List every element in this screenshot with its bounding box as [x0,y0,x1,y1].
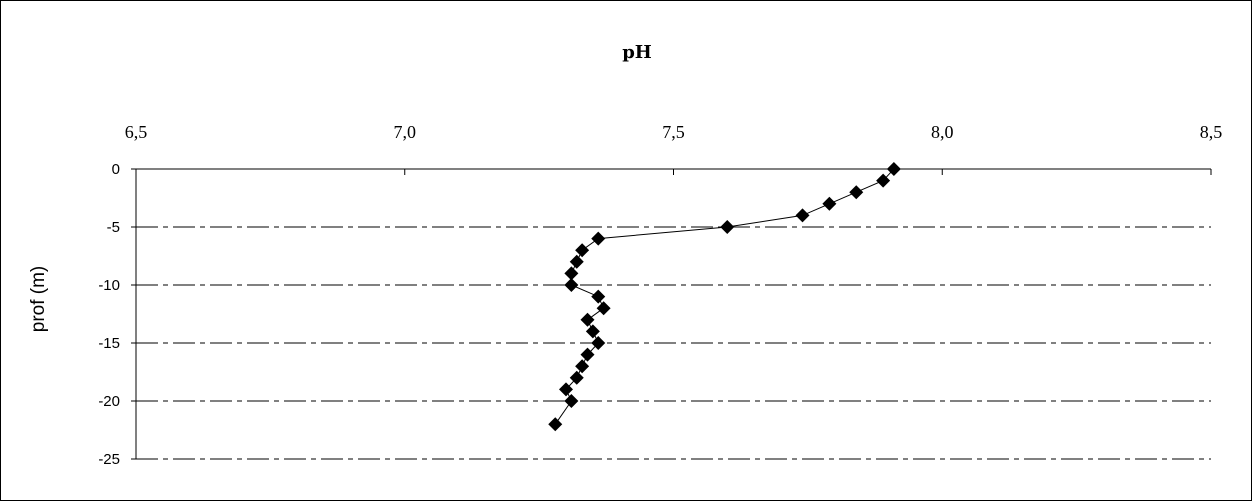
data-point [591,289,606,304]
data-point [596,301,611,316]
y-tick-label: -5 [107,219,120,236]
y-axis-ticks: 0 -5 -10 -15 -20 -25 [98,161,136,468]
chart-title: pH [622,42,652,63]
data-point [591,336,606,350]
y-axis-label: prof (m) [28,266,49,333]
data-point [575,243,590,258]
data-point [876,173,891,188]
gridlines [136,226,1211,460]
x-tick-label: 7,5 [662,122,685,142]
series-line [554,168,895,425]
series-ph [548,162,901,432]
data-point [822,196,837,211]
data-point [580,347,595,362]
y-tick-label: -10 [98,277,120,294]
data-point [591,231,606,246]
data-point [585,324,600,339]
series-markers [548,162,901,432]
x-tick-label: 7,0 [394,122,417,142]
data-point [886,162,901,176]
data-point [575,359,590,374]
x-tick-label: 6,5 [125,122,148,142]
data-point [548,417,563,432]
y-tick-label: 0 [112,161,120,178]
data-point [564,266,579,281]
x-tick-label: 8,0 [931,122,954,142]
y-tick-label: -25 [98,451,120,468]
data-point [559,382,573,397]
data-point [569,370,584,385]
data-point [569,254,584,269]
data-point [564,278,579,292]
data-point [795,208,810,223]
data-point [720,220,735,234]
y-tick-label: -15 [98,335,120,352]
data-point [564,394,579,408]
y-tick-label: -20 [98,393,120,410]
data-point [849,185,864,200]
x-tick-label: 8,5 [1200,122,1223,142]
x-axis-ticks: 6,5 7,0 7,5 8,0 8,5 [125,122,1223,175]
data-point [580,312,595,327]
axes [135,168,1211,459]
